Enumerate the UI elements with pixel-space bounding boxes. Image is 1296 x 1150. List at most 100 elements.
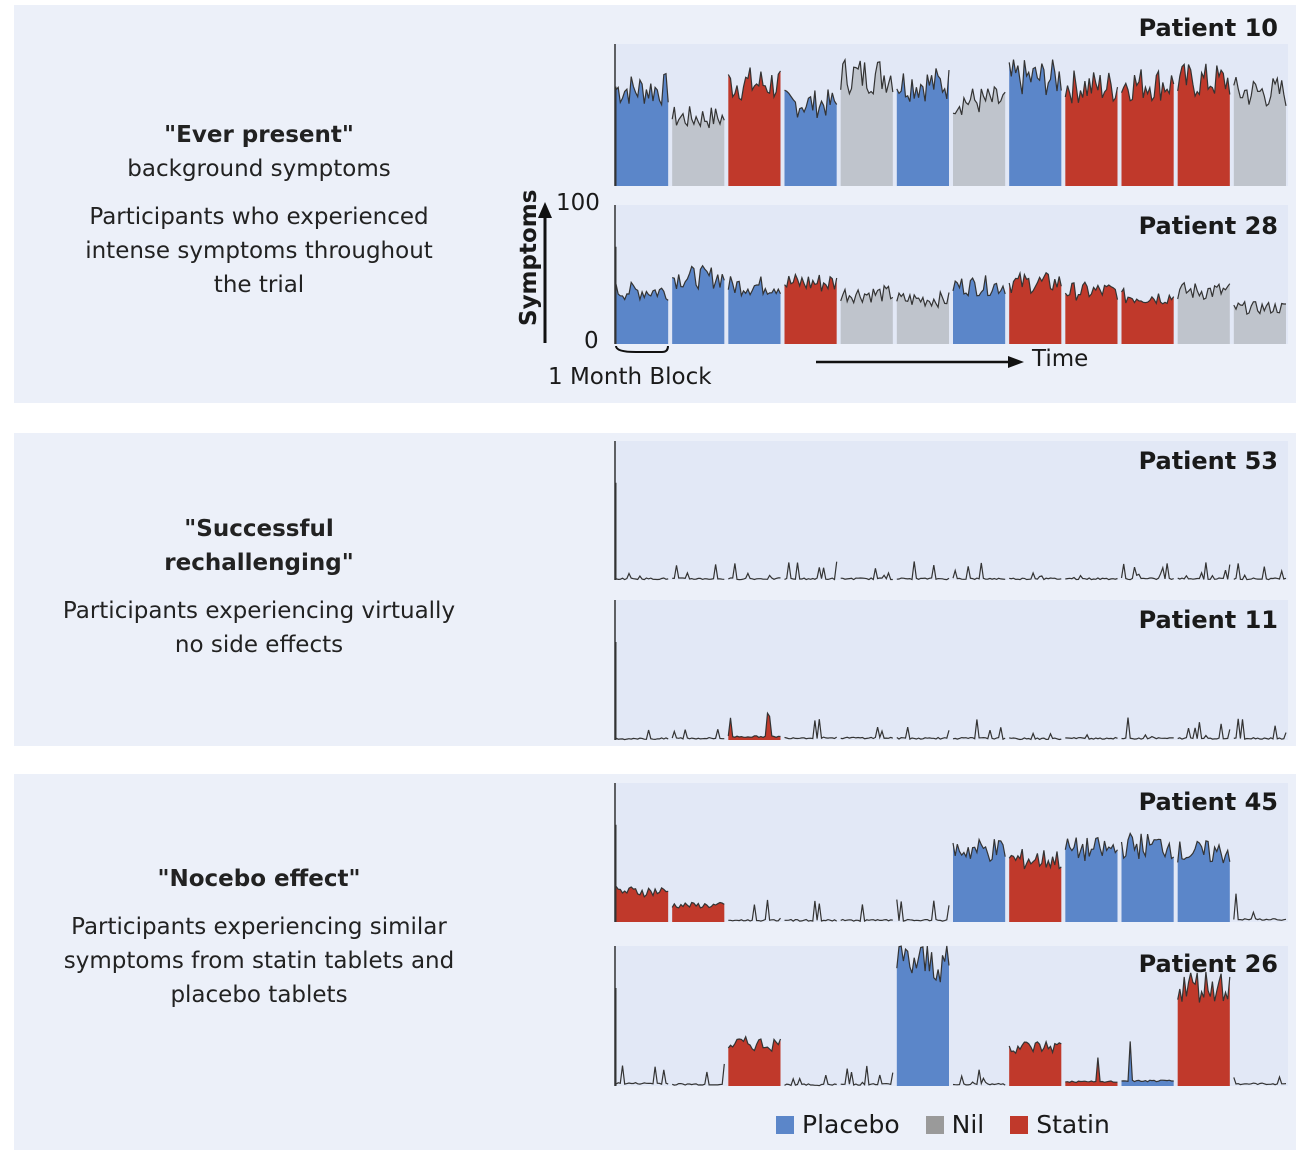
block-area-placebo xyxy=(616,73,669,186)
block-area-statin xyxy=(1009,272,1062,344)
block-area-placebo xyxy=(784,89,837,186)
block-trace xyxy=(840,568,893,581)
block-trace xyxy=(784,1074,837,1087)
block-trace xyxy=(1008,1039,1062,1055)
block-trace xyxy=(1233,300,1286,316)
legend-item-placebo: Placebo xyxy=(776,1110,900,1139)
block-trace xyxy=(1233,718,1287,740)
block-trace xyxy=(1177,562,1231,580)
patient-title: Patient 26 xyxy=(1138,950,1278,978)
group-title-line: rechallenging" xyxy=(164,550,354,576)
legend-swatch-nil xyxy=(925,1115,944,1134)
patient-title: Patient 28 xyxy=(1138,212,1278,240)
block-trace xyxy=(728,899,781,922)
block-trace xyxy=(784,719,838,740)
group-text-ever-present: "Ever present" background symptoms Parti… xyxy=(14,118,504,302)
patient-title: Patient 11 xyxy=(1138,606,1278,634)
block-trace xyxy=(1008,270,1062,295)
block-trace xyxy=(1064,281,1119,301)
block-trace xyxy=(840,57,894,96)
block-trace xyxy=(1177,281,1231,301)
patient-title: Patient 10 xyxy=(1138,14,1278,42)
legend-item-statin: Statin xyxy=(1010,1110,1110,1139)
block-area-placebo xyxy=(1009,59,1062,186)
block-trace xyxy=(615,572,669,581)
block-area-statin xyxy=(728,1036,781,1086)
block-trace xyxy=(1120,286,1175,305)
block-trace xyxy=(1177,971,1231,1003)
chart-panel xyxy=(614,205,1288,344)
block-area-nil xyxy=(672,106,725,186)
block-area-statin xyxy=(1177,63,1230,186)
block-trace xyxy=(952,85,1006,115)
block-trace xyxy=(896,68,950,102)
block-area-statin xyxy=(1009,849,1062,922)
block-trace xyxy=(672,564,725,581)
block-area-statin xyxy=(1065,70,1118,186)
block-area-statin xyxy=(1065,1057,1118,1086)
block-trace xyxy=(1233,563,1287,581)
block-area-placebo xyxy=(728,276,781,344)
block-trace xyxy=(615,729,669,741)
block-area-nil xyxy=(840,285,893,344)
block-trace xyxy=(952,562,1006,581)
block-area-placebo xyxy=(672,265,725,344)
time-arrowhead xyxy=(1008,356,1024,368)
block-trace xyxy=(615,72,669,107)
block-area-placebo xyxy=(616,282,669,344)
legend-label: Nil xyxy=(951,1110,985,1139)
block-trace xyxy=(727,711,781,739)
group-desc-line: no side effects xyxy=(174,632,344,658)
time-label: Time xyxy=(1032,346,1089,372)
block-area-statin xyxy=(1121,69,1174,186)
block-trace xyxy=(671,1063,725,1086)
block-trace xyxy=(1009,571,1062,581)
block-trace xyxy=(784,900,838,922)
block-trace xyxy=(1065,574,1118,581)
block-area-placebo xyxy=(1065,837,1118,922)
legend-swatch-placebo xyxy=(776,1115,794,1134)
block-area-placebo xyxy=(1177,840,1230,922)
block-trace xyxy=(1121,1041,1174,1083)
block-area-nil xyxy=(896,292,949,344)
block-trace xyxy=(728,563,781,581)
block-label: 1 Month Block xyxy=(548,364,712,390)
block-area-statin xyxy=(616,886,669,922)
legend: Placebo Nil Statin xyxy=(776,1110,1110,1139)
patient-title: Patient 45 xyxy=(1138,788,1278,816)
block-trace xyxy=(615,885,669,898)
block-trace xyxy=(727,1035,782,1053)
legend-label: Statin xyxy=(1036,1110,1110,1139)
block-area-statin xyxy=(784,274,837,344)
group-desc-line: Participants experiencing similar xyxy=(71,914,447,940)
y-max-label: 100 xyxy=(556,190,600,216)
block-trace xyxy=(840,726,894,740)
patient-title: Patient 53 xyxy=(1138,447,1278,475)
block-area-nil xyxy=(1233,301,1286,344)
legend-label: Placebo xyxy=(802,1110,900,1139)
group-desc-line: symptoms from statin tablets and xyxy=(63,948,455,974)
block-trace xyxy=(615,280,669,302)
block-trace xyxy=(1233,76,1287,107)
block-trace xyxy=(671,729,725,740)
block-area-nil xyxy=(953,86,1006,186)
block-trace xyxy=(896,945,950,983)
block-trace xyxy=(840,904,893,923)
block-trace xyxy=(952,719,1006,741)
block-area-statin xyxy=(672,902,725,922)
group-text-rechallenging: "Successful rechallenging" Participants … xyxy=(14,512,504,662)
block-brace xyxy=(615,345,669,353)
chart-panel xyxy=(614,44,1288,186)
chart-panel xyxy=(614,600,1288,740)
block-trace xyxy=(1065,1057,1118,1084)
group-desc-line: intense symptoms throughout xyxy=(85,238,433,264)
block-trace xyxy=(1008,59,1062,96)
block-trace xyxy=(1120,832,1175,860)
block-area-statin xyxy=(1009,1041,1062,1086)
block-area-placebo xyxy=(896,946,949,1086)
block-trace xyxy=(1120,68,1175,103)
block-trace xyxy=(1064,70,1119,104)
block-area-nil xyxy=(840,59,893,186)
block-trace xyxy=(840,1065,894,1087)
group-title-line: "Successful xyxy=(184,516,334,542)
